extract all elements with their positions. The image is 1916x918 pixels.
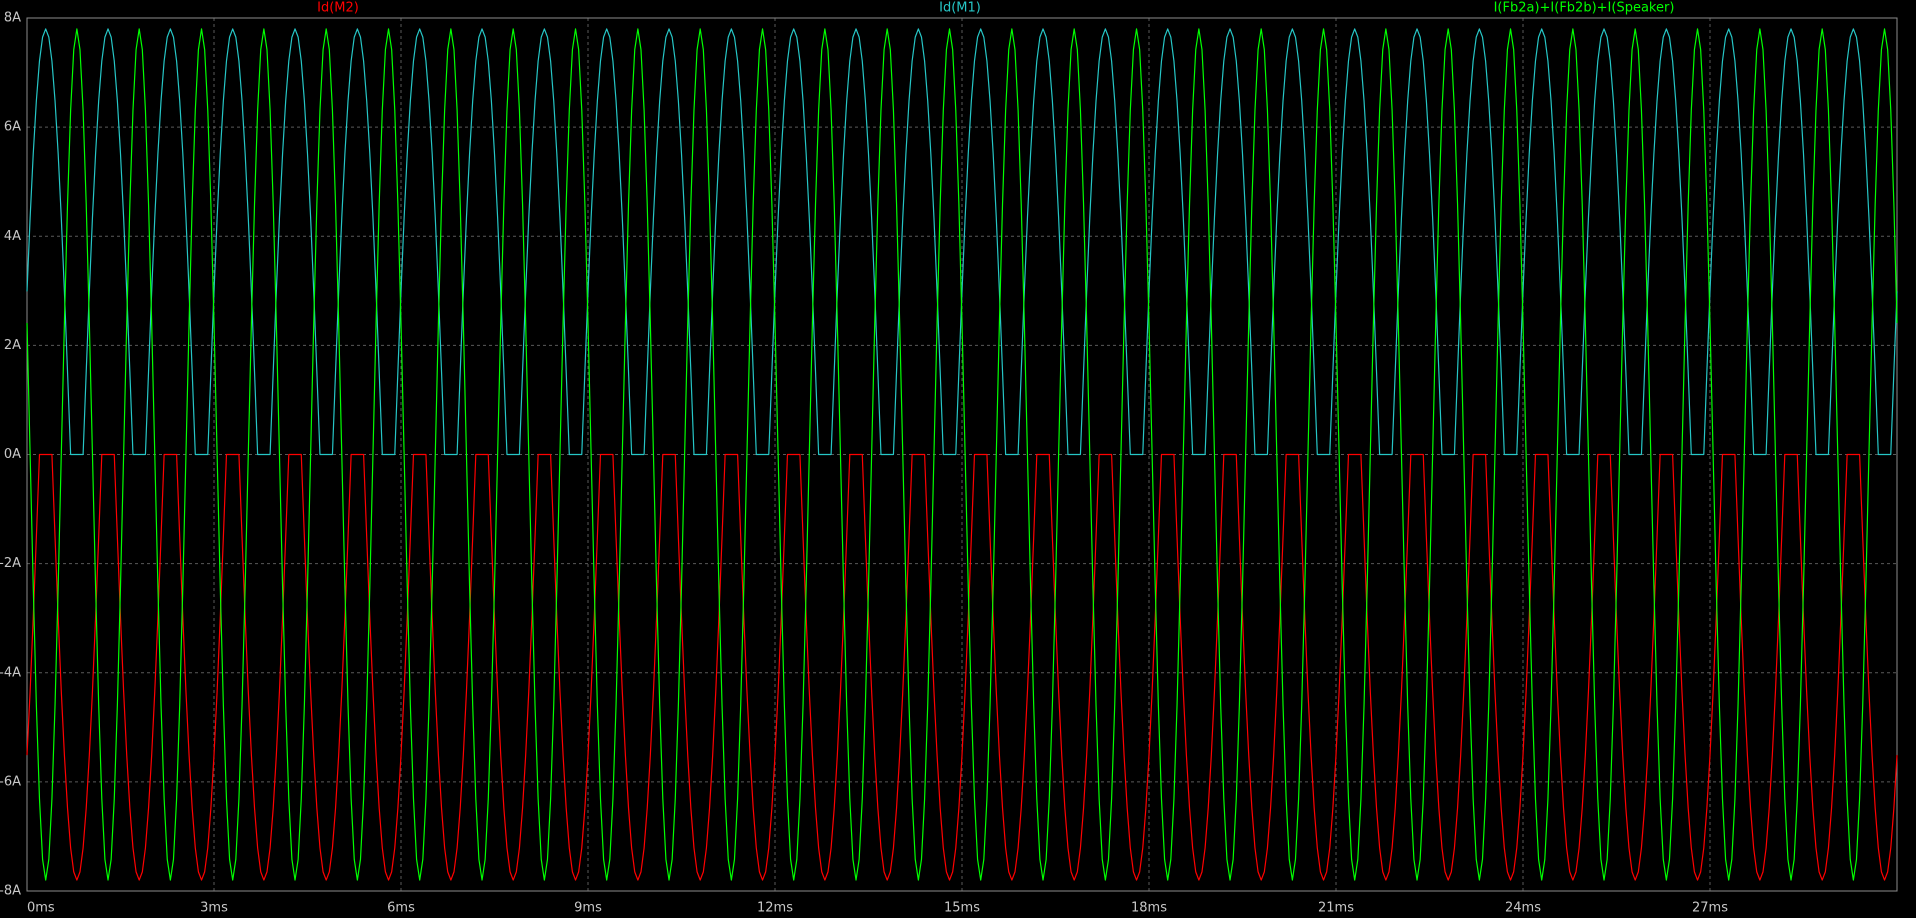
series-line — [26, 28, 1898, 456]
y-tick-label: 2A — [4, 338, 21, 353]
x-tick-label: 24ms — [1505, 901, 1541, 916]
y-tick-label: -8A — [0, 884, 21, 899]
x-tick-label: 9ms — [574, 901, 602, 916]
x-tick-label: 6ms — [387, 901, 415, 916]
plot-frame — [26, 17, 1898, 892]
series-line — [26, 453, 1898, 881]
x-tick-label: 0ms — [27, 901, 55, 916]
y-tick-label: 6A — [4, 120, 21, 135]
series-line — [26, 28, 1898, 881]
x-tick-label: 21ms — [1318, 901, 1354, 916]
x-tick-label: 12ms — [757, 901, 793, 916]
x-tick-label: 3ms — [200, 901, 228, 916]
x-tick-label: 27ms — [1692, 901, 1728, 916]
y-tick-label: 8A — [4, 11, 21, 26]
y-tick-label: -4A — [0, 665, 21, 680]
y-tick-label: -6A — [0, 774, 21, 789]
legend-label: I(Fb2a)+I(Fb2b)+I(Speaker) — [1494, 1, 1675, 16]
y-tick-label: -2A — [0, 556, 21, 571]
legend-label: Id(M2) — [317, 1, 359, 16]
y-tick-label: 0A — [4, 447, 21, 462]
x-tick-label: 18ms — [1131, 901, 1167, 916]
y-tick-label: 4A — [4, 229, 21, 244]
x-tick-label: 15ms — [944, 901, 980, 916]
legend-label: Id(M1) — [939, 1, 981, 16]
